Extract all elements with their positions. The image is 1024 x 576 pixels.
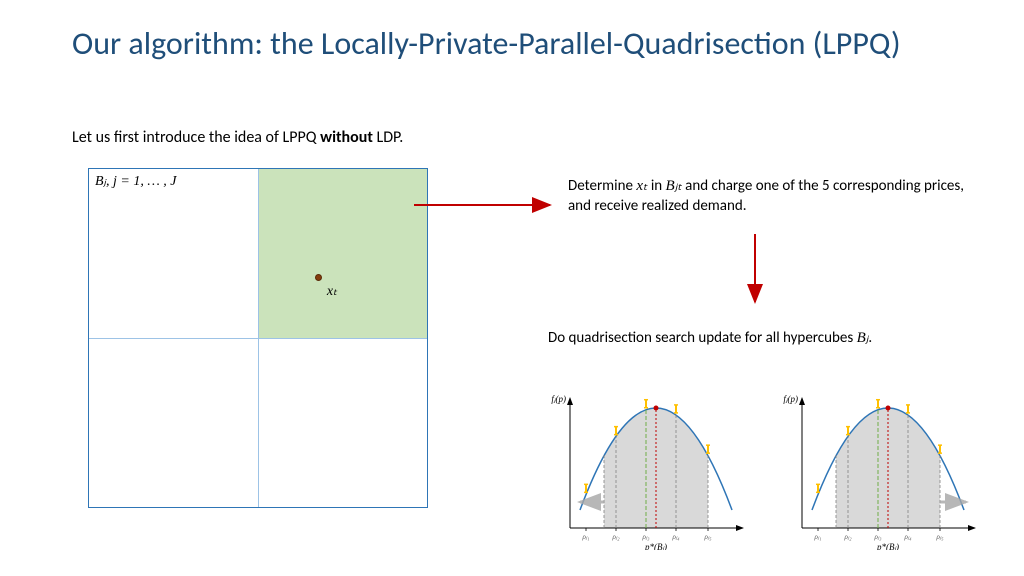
xt-dot: [315, 274, 322, 281]
step-1-text: Determine xₜ in Bⱼₜ and charge one of th…: [568, 176, 968, 217]
t1-xt: xₜ: [636, 178, 647, 194]
svg-text:fⱼ(p): fⱼ(p): [783, 394, 798, 404]
miniplots: ρⱼ₁ρⱼ₂ρⱼ₃ρⱼ₄ρⱼ₅fⱼ(p)p*(Bⱼ) ρⱼ₁ρⱼ₂ρⱼ₃ρⱼ₄ρ…: [548, 390, 984, 565]
svg-text:ρⱼ₁: ρⱼ₁: [581, 533, 589, 541]
square-vline: [258, 169, 259, 507]
context-square: Bⱼ, j = 1, … , J xₜ: [88, 168, 428, 508]
svg-text:p*(Bⱼ): p*(Bⱼ): [644, 542, 667, 550]
subtitle-pre: Let us first introduce the idea of LPPQ: [72, 128, 320, 147]
t1-pre: Determine: [568, 177, 636, 195]
bj-label: Bⱼ, j = 1, … , J: [95, 173, 177, 190]
svg-text:p*(Bⱼ): p*(Bⱼ): [876, 542, 899, 550]
svg-text:ρⱼ₄: ρⱼ₄: [671, 533, 680, 541]
miniplot-b: ρⱼ₁ ρⱼ₂ ρⱼ₃ ρⱼ₄ ρⱼ₅ fⱼ(p) p*(Bⱼ): [780, 390, 980, 550]
miniplot-a: ρⱼ₁ ρⱼ₂ ρⱼ₃ ρⱼ₄ ρⱼ₅ fⱼ(p) p*(Bⱼ): [548, 390, 748, 550]
t2-post: .: [868, 329, 872, 347]
svg-text:ρⱼ₂: ρⱼ₂: [843, 533, 852, 541]
svg-text:fⱼ(p): fⱼ(p): [551, 394, 566, 404]
step-2-text: Do quadrisection search update for all h…: [548, 328, 988, 348]
svg-text:ρⱼ₅: ρⱼ₅: [935, 533, 944, 541]
svg-text:ρⱼ₂: ρⱼ₂: [611, 533, 620, 541]
arrow-2: [740, 230, 770, 310]
active-quadrant: [258, 169, 427, 338]
svg-text:ρⱼ₃: ρⱼ₃: [641, 533, 650, 541]
slide-subtitle: Let us first introduce the idea of LPPQ …: [72, 128, 403, 147]
t2-bj: Bⱼ: [857, 330, 869, 346]
svg-text:ρⱼ₄: ρⱼ₄: [903, 533, 912, 541]
xt-label: xₜ: [327, 283, 337, 300]
t2-pre: Do quadrisection search update for all h…: [548, 329, 857, 347]
svg-text:ρⱼ₁: ρⱼ₁: [813, 533, 821, 541]
subtitle-bold: without: [320, 128, 373, 147]
svg-text:ρⱼ₅: ρⱼ₅: [703, 533, 712, 541]
arrow-1: [410, 190, 560, 220]
slide-title: Our algorithm: the Locally-Private-Paral…: [72, 24, 901, 64]
t1-mid: in: [647, 177, 665, 195]
svg-text:ρⱼ₃: ρⱼ₃: [873, 533, 882, 541]
t1-bjt: Bⱼₜ: [666, 178, 682, 194]
subtitle-post: LDP.: [373, 128, 403, 147]
